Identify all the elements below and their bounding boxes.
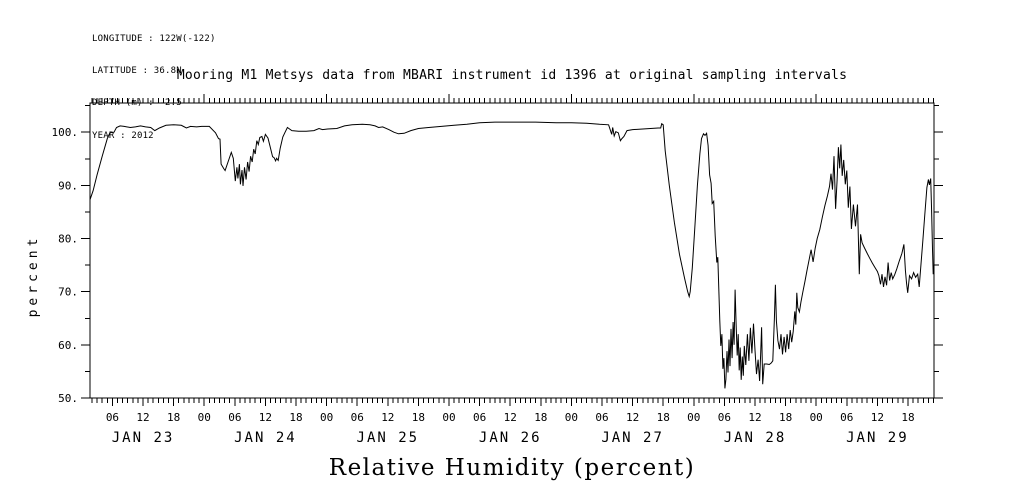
x-day-label: JAN 27 xyxy=(601,430,664,446)
x-hour-label: 00 xyxy=(442,411,455,424)
x-hour-label: 18 xyxy=(534,411,547,424)
x-hour-label: 06 xyxy=(840,411,853,424)
x-hour-label: 18 xyxy=(412,411,425,424)
x-hour-label: 18 xyxy=(657,411,670,424)
y-tick-label: 70. xyxy=(58,286,78,299)
meta-latitude: LATITUDE : 36.8N xyxy=(92,65,182,76)
x-hour-label: 06 xyxy=(106,411,119,424)
plot-frame xyxy=(89,102,935,399)
x-day-label: JAN 28 xyxy=(724,430,787,446)
x-axis-caption: Relative Humidity (percent) xyxy=(328,455,696,481)
x-hour-label: 18 xyxy=(779,411,792,424)
x-day-label: JAN 23 xyxy=(112,430,175,446)
x-hour-label: 12 xyxy=(381,411,394,424)
x-day-label: JAN 25 xyxy=(357,430,420,446)
x-hour-label: 00 xyxy=(565,411,578,424)
x-hour-label: 12 xyxy=(871,411,884,424)
x-hour-label: 06 xyxy=(718,411,731,424)
chart-title: Mooring M1 Metsys data from MBARI instru… xyxy=(176,68,848,83)
x-hour-label: 06 xyxy=(595,411,608,424)
x-day-label: JAN 26 xyxy=(479,430,542,446)
x-hour-label: 00 xyxy=(320,411,333,424)
humidity-line xyxy=(89,121,935,389)
y-tick-label: 60. xyxy=(58,339,78,352)
y-tick-label: 90. xyxy=(58,179,78,192)
x-day-label: JAN 24 xyxy=(234,430,297,446)
x-hour-label: 12 xyxy=(136,411,149,424)
x-hour-label: 06 xyxy=(473,411,486,424)
x-hour-label: 00 xyxy=(810,411,823,424)
x-hour-label: 12 xyxy=(748,411,761,424)
x-hour-label: 18 xyxy=(901,411,914,424)
x-hour-label: 18 xyxy=(167,411,180,424)
x-hour-label: 12 xyxy=(626,411,639,424)
x-hour-label: 00 xyxy=(198,411,211,424)
y-axis-title: percent xyxy=(26,235,41,318)
x-hour-label: 00 xyxy=(687,411,700,424)
y-tick-label: 100. xyxy=(52,126,79,139)
chart-layer: 06 12 18 00 06 12 18 00 06 12 18 00 06 12 18 00 06 12 18 00… xyxy=(52,94,943,446)
x-hour-label: 12 xyxy=(259,411,272,424)
y-tick-label: 80. xyxy=(58,233,78,246)
x-day-label: JAN 29 xyxy=(846,430,909,446)
x-hour-label: 12 xyxy=(504,411,517,424)
meta-longitude: LONGITUDE : 122W(-122) xyxy=(92,33,216,44)
x-hour-label: 18 xyxy=(289,411,302,424)
meta-year: YEAR : 2012 xyxy=(92,130,154,141)
x-hour-label: 06 xyxy=(228,411,241,424)
y-tick-label: 50. xyxy=(58,392,78,405)
x-hour-label: 06 xyxy=(351,411,364,424)
line-layer xyxy=(89,121,935,389)
